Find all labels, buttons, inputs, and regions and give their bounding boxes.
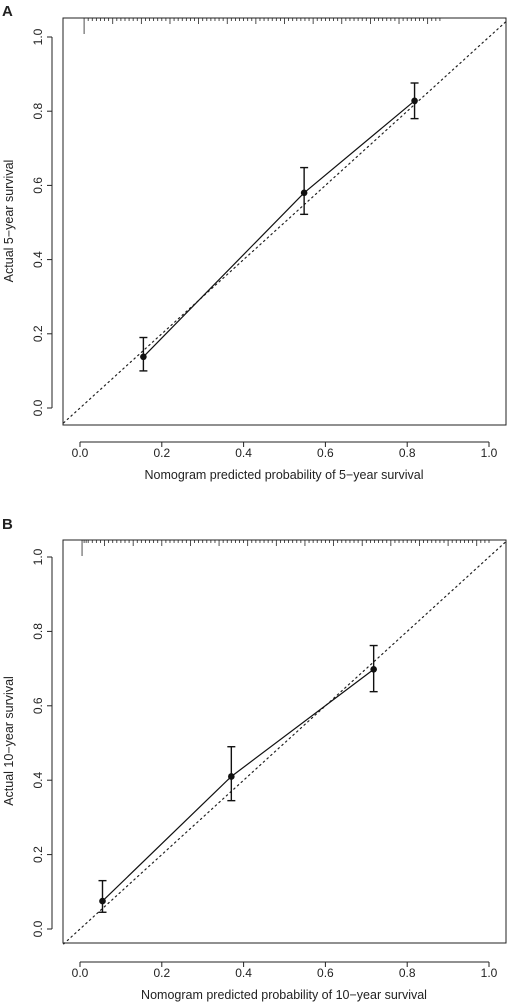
x-tick-label: 0.4 xyxy=(235,446,252,460)
panel-b-rug xyxy=(81,540,490,556)
x-tick-label: 1.0 xyxy=(481,966,498,980)
y-tick-label: 0.6 xyxy=(31,697,45,714)
y-tick-label: 0.0 xyxy=(31,399,45,416)
y-tick-label: 1.0 xyxy=(31,28,45,45)
panel-b-marks xyxy=(63,541,506,945)
panel-a-y-axis-title: Actual 5−year survival xyxy=(2,160,16,283)
calibration-line xyxy=(142,100,415,358)
panel-a-x-axis-title: Nomogram predicted probability of 5−year… xyxy=(145,468,424,482)
panel-b-x-axis-title: Nomogram predicted probability of 10−yea… xyxy=(141,988,427,1002)
data-point xyxy=(300,189,308,197)
y-tick-label: 0.4 xyxy=(31,772,45,789)
x-tick-label: 0.6 xyxy=(317,446,334,460)
reference-diagonal xyxy=(63,541,506,945)
y-tick-label: 0.6 xyxy=(31,177,45,194)
panel-b-axis-ticks: 0.0 0.2 0.4 0.6 0.8 1.0 0.0 0.2 0.4 0.6 0.8 1.0 xyxy=(31,548,498,980)
panel-a-marks xyxy=(63,21,506,424)
panel-b-plot-box xyxy=(62,539,507,944)
panel-a-plot-box xyxy=(62,17,507,426)
x-tick-label: 0.0 xyxy=(72,966,89,980)
y-tick-label: 0.2 xyxy=(31,325,45,342)
panel-b-y-axis-title: Actual 10−year survival xyxy=(2,676,16,806)
x-tick-label: 0.4 xyxy=(235,966,252,980)
y-tick-label: 0.8 xyxy=(31,623,45,640)
y-tick-label: 1.0 xyxy=(31,548,45,565)
panel-a-axis-ticks: 0.0 0.2 0.4 0.6 0.8 1.0 0.0 0.2 0.4 0.6 0.8 1.0 xyxy=(31,28,498,460)
panel-a-rug xyxy=(83,18,441,34)
panel-b-letter: B xyxy=(2,516,13,533)
reference-diagonal xyxy=(63,21,506,424)
x-tick-label: 0.6 xyxy=(317,966,334,980)
panel-a: A 0.0 0.2 0.4 0.6 0.8 1.0 0.0 0.2 0.4 0.6 0.8 1.0 N… xyxy=(2,3,507,482)
data-point xyxy=(411,97,418,105)
x-tick-label: 0.8 xyxy=(399,966,416,980)
x-tick-label: 0.2 xyxy=(153,966,170,980)
x-tick-label: 1.0 xyxy=(481,446,498,460)
data-point xyxy=(370,666,377,673)
y-tick-label: 0.0 xyxy=(31,920,45,937)
y-tick-label: 0.8 xyxy=(31,103,45,120)
x-tick-label: 0.8 xyxy=(399,446,416,460)
data-point xyxy=(140,353,147,361)
x-tick-label: 0.0 xyxy=(72,446,89,460)
y-tick-label: 0.2 xyxy=(31,846,45,863)
data-point xyxy=(228,773,235,780)
y-tick-label: 0.4 xyxy=(31,251,45,268)
panel-a-letter: A xyxy=(2,3,13,20)
panel-b: B 0.0 0.2 0.4 0.6 0.8 1.0 0.0 0.2 0.4 0.6 0.8 1.0 N… xyxy=(2,516,507,1002)
data-point xyxy=(99,897,106,905)
x-tick-label: 0.2 xyxy=(153,446,170,460)
